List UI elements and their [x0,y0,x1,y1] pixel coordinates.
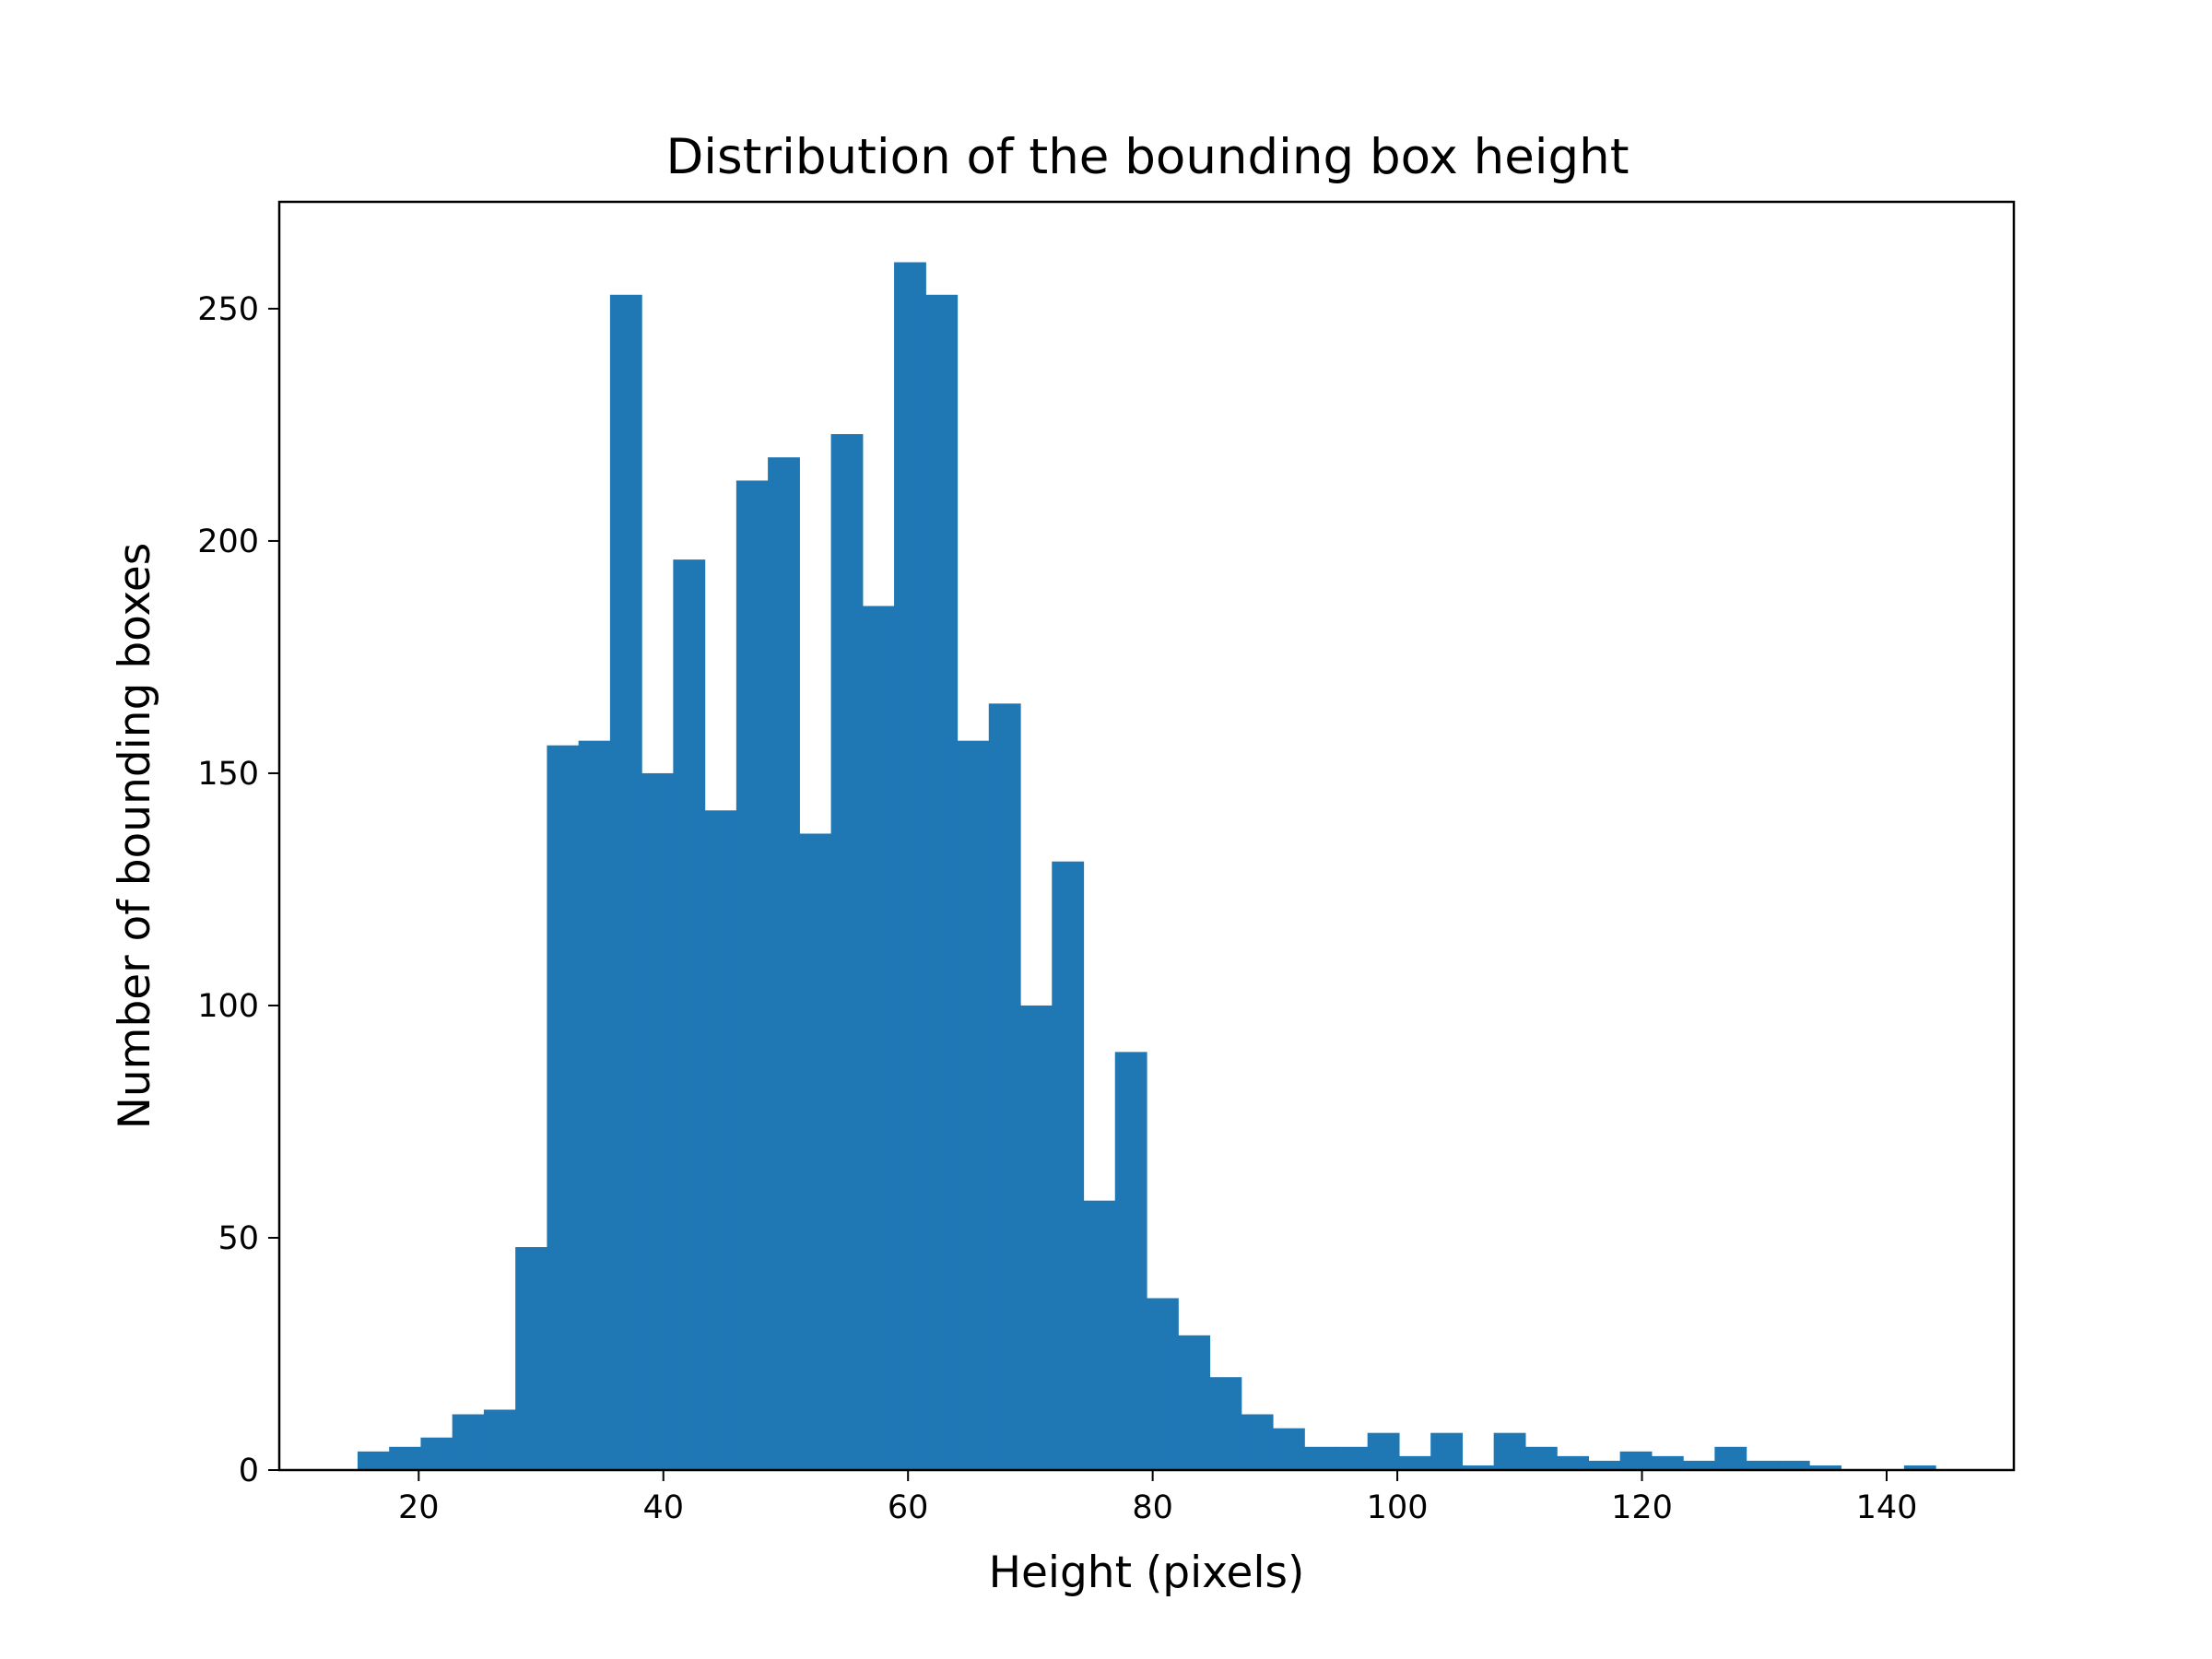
histogram-bar [641,772,674,1470]
y-tick-label: 250 [197,291,259,328]
histogram-bar [988,703,1021,1470]
y-tick-label: 200 [197,524,259,560]
histogram-bar [1493,1432,1526,1470]
plot-frame [277,200,2016,1472]
histogram-bar [420,1437,453,1470]
histogram-bar [830,434,864,1470]
bars-group [357,262,1936,1471]
histogram-bar [799,833,832,1470]
histogram-bar [894,262,926,1470]
histogram-bar [389,1446,422,1470]
histogram-bar [1524,1446,1558,1470]
histogram-bar [515,1247,547,1470]
histogram-bar [1462,1465,1495,1470]
histogram-bar [1430,1432,1464,1470]
histogram-bar [1304,1446,1337,1470]
histogram-bar [1714,1446,1747,1470]
histogram-bar [1903,1465,1936,1470]
histogram-bar [1209,1377,1242,1470]
y-tick-label: 150 [197,756,259,793]
histogram-bar [1619,1451,1653,1470]
y-tick-label: 0 [239,1453,259,1489]
histogram-bar [673,559,706,1470]
x-tick-label: 120 [1611,1489,1673,1526]
histogram-bar [1272,1428,1305,1470]
histogram-bar [1777,1460,1810,1470]
histogram-bar [483,1409,516,1470]
x-axis-label: Height (pixels) [989,1547,1305,1598]
histogram-bar [452,1414,485,1470]
y-tick-label: 50 [218,1220,259,1257]
x-tick-label: 80 [1132,1489,1173,1526]
histogram-bar [735,480,769,1470]
histogram-bar [1367,1432,1400,1470]
histogram-bar [1241,1414,1274,1470]
histogram-bar [609,294,642,1470]
x-tick-label: 20 [398,1489,440,1526]
x-axis-ticks: 20 40 60 80 100 120 140 [398,1470,1917,1526]
histogram-bar [768,457,800,1471]
histogram-bar [704,810,737,1470]
histogram-bar [1052,861,1085,1470]
histogram-bar [1588,1460,1621,1470]
x-tick-label: 40 [642,1489,684,1526]
histogram-bar [1335,1446,1369,1470]
histogram-bar [547,745,580,1470]
histogram-bar [862,606,895,1470]
histogram-bar [1683,1460,1715,1470]
x-tick-label: 140 [1856,1489,1918,1526]
y-axis-ticks: 0 50 100 150 200 250 [197,291,279,1489]
histogram-bar [1178,1335,1211,1470]
histogram-bar [578,740,611,1470]
histogram-bar [1557,1455,1589,1470]
x-tick-label: 100 [1367,1489,1429,1526]
histogram-bar [1809,1465,1841,1470]
chart-title: Distribution of the bounding box height [665,129,1629,185]
histogram-bar [1114,1052,1147,1470]
y-tick-label: 100 [197,988,259,1025]
histogram-bar [1651,1455,1684,1470]
histogram-bar [1398,1455,1431,1470]
histogram-bar [1083,1200,1116,1470]
histogram-bar [925,294,959,1470]
histogram-bar [957,740,990,1470]
y-axis-label: Number of bounding boxes [110,543,160,1130]
histogram-bar [357,1451,390,1470]
histogram-bar [1147,1298,1179,1470]
x-tick-label: 60 [888,1489,929,1526]
histogram-bar [1020,1005,1053,1470]
histogram-bar [1746,1460,1779,1470]
